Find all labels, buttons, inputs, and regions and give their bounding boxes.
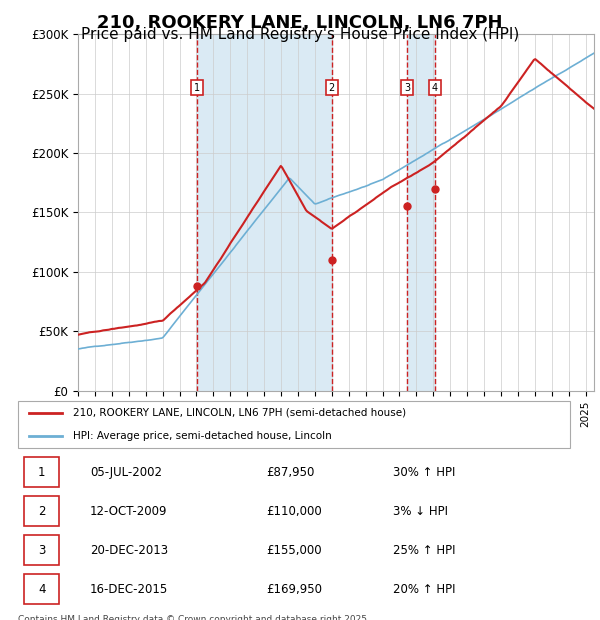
Text: 12-OCT-2009: 12-OCT-2009: [90, 505, 167, 518]
FancyBboxPatch shape: [18, 401, 570, 448]
FancyBboxPatch shape: [23, 536, 59, 565]
Text: £155,000: £155,000: [266, 544, 322, 557]
Text: 3: 3: [404, 82, 410, 92]
Text: 2: 2: [329, 82, 335, 92]
Text: 25% ↑ HPI: 25% ↑ HPI: [394, 544, 456, 557]
Text: 20-DEC-2013: 20-DEC-2013: [90, 544, 168, 557]
Text: Price paid vs. HM Land Registry's House Price Index (HPI): Price paid vs. HM Land Registry's House …: [81, 27, 519, 42]
Text: 20% ↑ HPI: 20% ↑ HPI: [394, 583, 456, 596]
Text: 3% ↓ HPI: 3% ↓ HPI: [394, 505, 448, 518]
Text: Contains HM Land Registry data © Crown copyright and database right 2025.
This d: Contains HM Land Registry data © Crown c…: [18, 615, 370, 620]
Text: 2: 2: [38, 505, 46, 518]
Text: HPI: Average price, semi-detached house, Lincoln: HPI: Average price, semi-detached house,…: [73, 431, 332, 441]
Bar: [407, 34, 435, 391]
Text: 05-JUL-2002: 05-JUL-2002: [90, 466, 162, 479]
Text: 30% ↑ HPI: 30% ↑ HPI: [394, 466, 456, 479]
FancyBboxPatch shape: [23, 458, 59, 487]
Text: 210, ROOKERY LANE, LINCOLN, LN6 7PH (semi-detached house): 210, ROOKERY LANE, LINCOLN, LN6 7PH (sem…: [73, 408, 406, 418]
Text: 210, ROOKERY LANE, LINCOLN, LN6 7PH: 210, ROOKERY LANE, LINCOLN, LN6 7PH: [97, 14, 503, 32]
Text: 1: 1: [194, 82, 200, 92]
Text: 4: 4: [38, 583, 46, 596]
FancyBboxPatch shape: [23, 497, 59, 526]
Text: 4: 4: [432, 82, 438, 92]
Text: 1: 1: [38, 466, 46, 479]
Text: 16-DEC-2015: 16-DEC-2015: [90, 583, 168, 596]
Text: 3: 3: [38, 544, 46, 557]
Text: £169,950: £169,950: [266, 583, 322, 596]
Bar: [197, 34, 332, 391]
FancyBboxPatch shape: [23, 575, 59, 604]
Text: £110,000: £110,000: [266, 505, 322, 518]
Text: £87,950: £87,950: [266, 466, 315, 479]
